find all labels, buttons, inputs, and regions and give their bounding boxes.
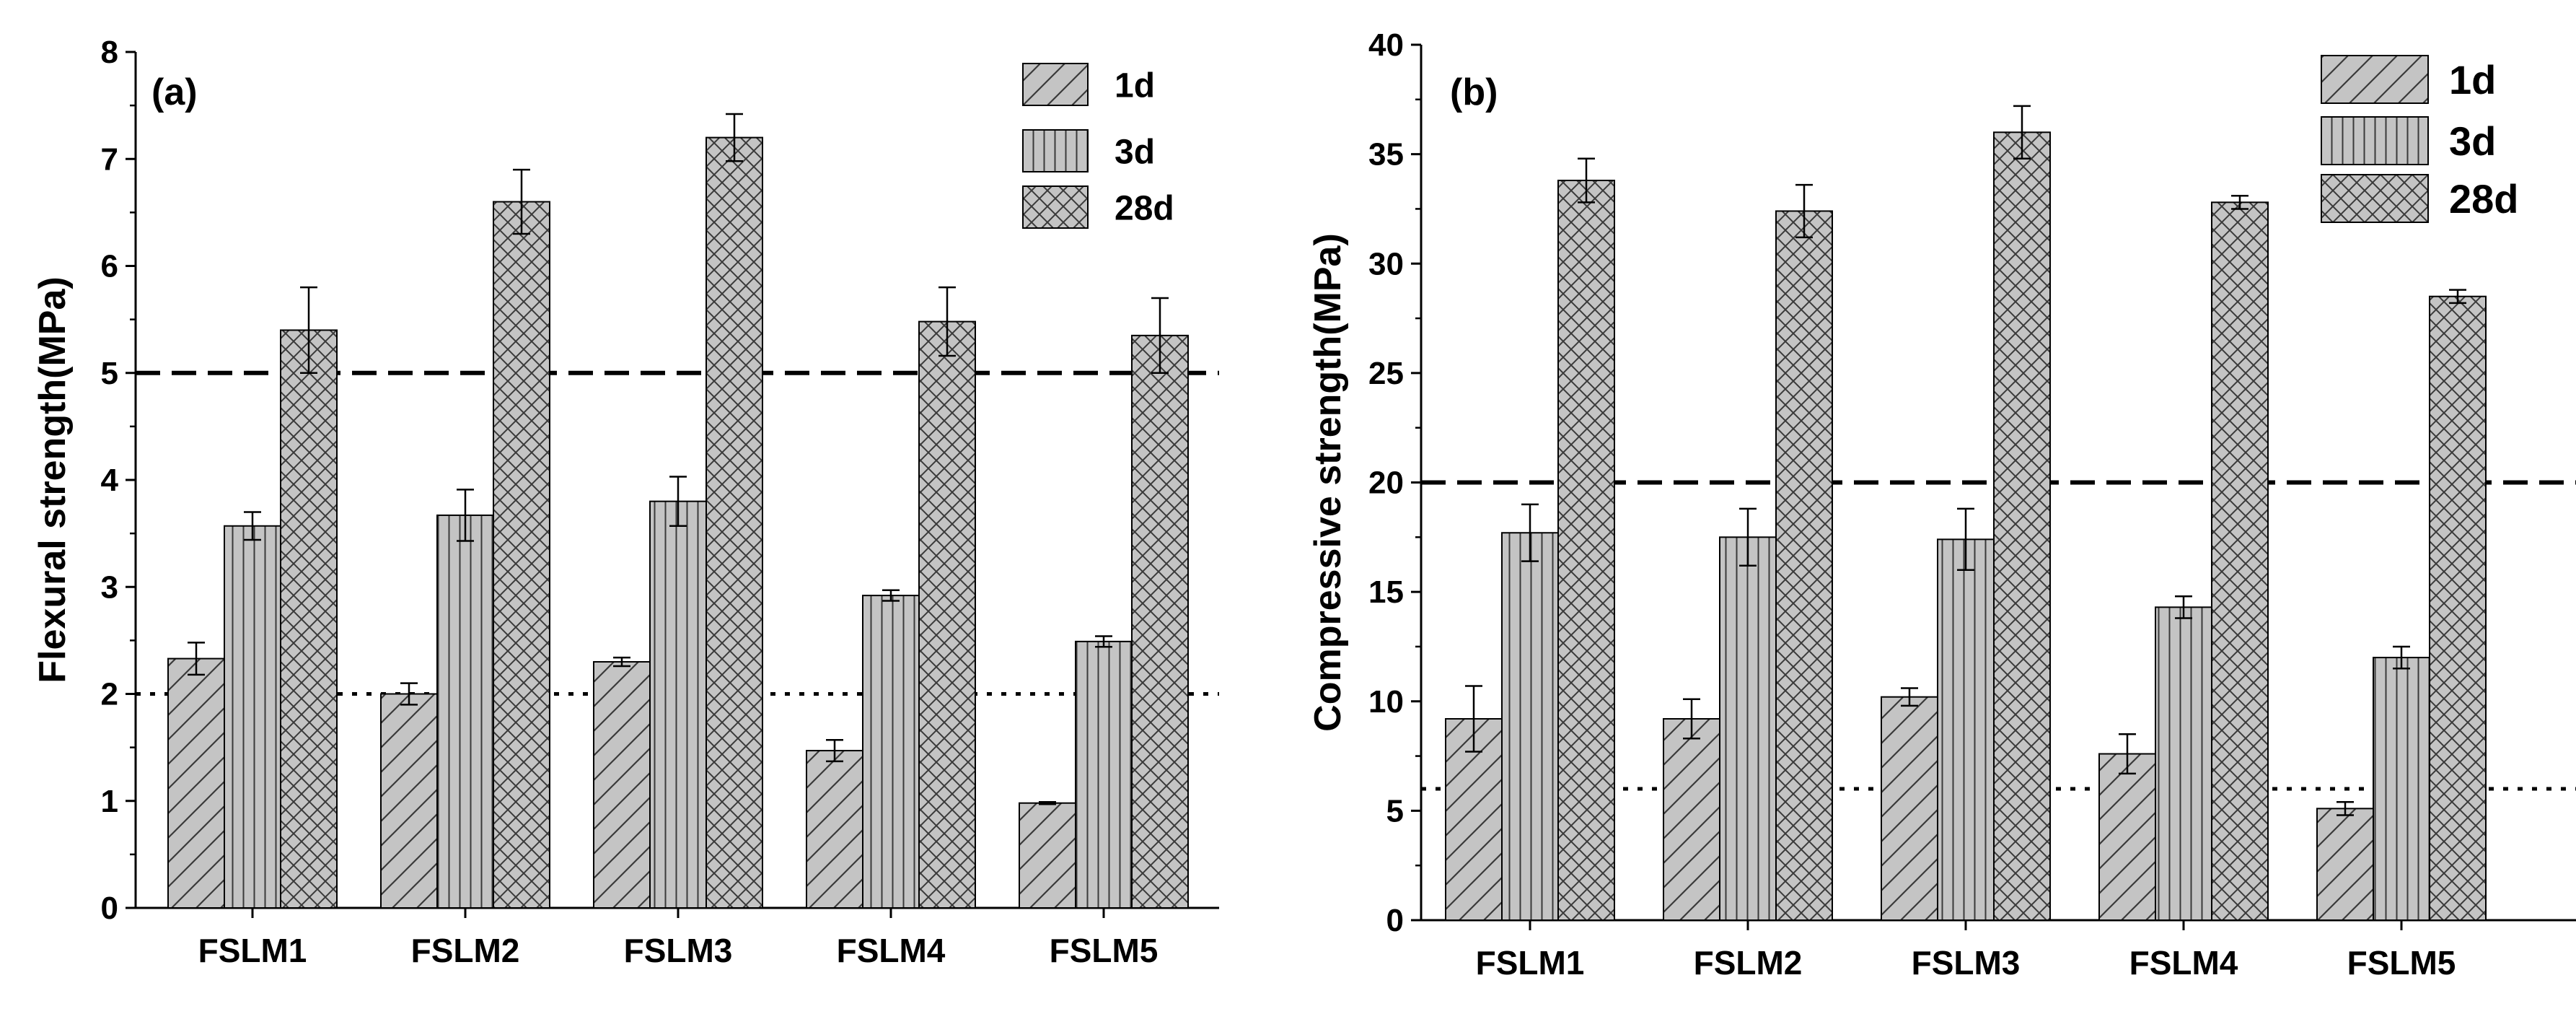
bar-3d-FSLM3 [649, 500, 707, 909]
y-tick-label: 1 [101, 784, 118, 819]
x-tick-label: FSLM4 [837, 932, 946, 969]
x-tick-label: FSLM1 [198, 932, 307, 969]
y-tick-label: 35 [1368, 137, 1404, 172]
chart-panel-1: 0 1 2 3 4 5 6 7 8 Flexural strength(MPa) (a) FSLM1 F… [32, 35, 1219, 969]
legend-swatch-1d [2321, 55, 2429, 104]
bar-1d-FSLM1 [167, 657, 225, 909]
x-tick-label: FSLM1 [1476, 944, 1585, 982]
y-tick-label: 25 [1368, 356, 1404, 391]
bar-3d-FSLM2 [436, 514, 494, 909]
bar-28d-FSLM3 [705, 136, 763, 909]
bar-1d-FSLM4 [806, 750, 863, 909]
y-tick-label: 20 [1368, 466, 1404, 501]
bar-28d-FSLM4 [918, 320, 976, 909]
bar-1d-FSLM4 [2098, 753, 2156, 922]
bar-1d-FSLM5 [2316, 808, 2374, 922]
y-tick-label: 2 [101, 677, 118, 712]
legend-label-3d: 3d [2449, 118, 2496, 164]
y-tick-label: 5 [101, 356, 118, 391]
bar-28d-FSLM1 [1557, 180, 1615, 921]
bar-1d-FSLM2 [380, 693, 438, 909]
x-tick-label: FSLM5 [2347, 944, 2456, 982]
bar-1d-FSLM2 [1663, 718, 1720, 921]
legend: 1d 3d 28d [2321, 55, 2519, 223]
bar-28d-FSLM5 [1131, 334, 1189, 909]
legend-swatch-28d [1022, 185, 1089, 229]
bar-28d-FSLM4 [2211, 201, 2269, 921]
legend-swatch-3d [1022, 129, 1089, 172]
legend-label-1d: 1d [2449, 57, 2496, 102]
y-tick-label: 3 [101, 569, 118, 605]
bar-1d-FSLM3 [1881, 696, 1938, 921]
panel-label: (b) [1450, 71, 1498, 113]
bar-3d-FSLM4 [2155, 606, 2212, 921]
y-axis-title: Flexural strength(MPa) [32, 276, 74, 683]
legend-label-1d: 1d [1115, 66, 1155, 105]
bar-3d-FSLM1 [224, 525, 281, 909]
legend-swatch-3d [2321, 116, 2429, 165]
legend-label-28d: 28d [2449, 176, 2519, 222]
x-tick-label: FSLM3 [1912, 944, 2021, 982]
chart-panel-2: 0 5 10 15 20 25 30 35 40 Compressive strength(MPa… [1307, 27, 2576, 982]
legend: 1d 3d 28d [1022, 63, 1174, 229]
legend-label-3d: 3d [1115, 133, 1155, 171]
y-tick-label: 0 [1386, 903, 1404, 938]
y-tick-label: 7 [101, 141, 118, 177]
x-tick-label: FSLM5 [1050, 932, 1159, 969]
bar-3d-FSLM5 [1075, 640, 1133, 909]
bar-28d-FSLM2 [493, 201, 550, 909]
legend-label-28d: 28d [1115, 189, 1174, 227]
bar-28d-FSLM2 [1775, 210, 1833, 922]
bar-3d-FSLM4 [862, 595, 920, 909]
y-axis-title: Compressive strength(MPa) [1307, 233, 1349, 732]
panel-label: (a) [151, 71, 198, 113]
x-tick-label: FSLM2 [411, 932, 520, 969]
legend-swatch-28d [2321, 174, 2429, 223]
y-tick-label: 8 [101, 35, 118, 70]
bar-3d-FSLM5 [2373, 657, 2430, 921]
y-tick-label: 0 [101, 891, 118, 926]
bar-28d-FSLM1 [280, 329, 338, 909]
x-tick-label: FSLM2 [1694, 944, 1803, 982]
bar-3d-FSLM1 [1501, 532, 1559, 921]
y-tick-label: 15 [1368, 574, 1404, 610]
bar-1d-FSLM5 [1019, 802, 1076, 909]
y-tick-label: 40 [1368, 27, 1404, 63]
y-tick-label: 6 [101, 249, 118, 284]
bar-28d-FSLM3 [1993, 131, 2051, 921]
y-tick-label: 30 [1368, 246, 1404, 281]
legend-swatch-1d [1022, 63, 1089, 106]
y-tick-label: 5 [1386, 793, 1404, 829]
y-tick-label: 4 [101, 463, 119, 498]
bar-1d-FSLM3 [593, 661, 651, 909]
bar-3d-FSLM2 [1719, 536, 1777, 921]
x-tick-label: FSLM3 [624, 932, 733, 969]
bar-28d-FSLM5 [2429, 295, 2487, 921]
bar-3d-FSLM3 [1937, 538, 1995, 921]
y-tick-label: 10 [1368, 684, 1404, 720]
x-tick-label: FSLM4 [2129, 944, 2238, 982]
